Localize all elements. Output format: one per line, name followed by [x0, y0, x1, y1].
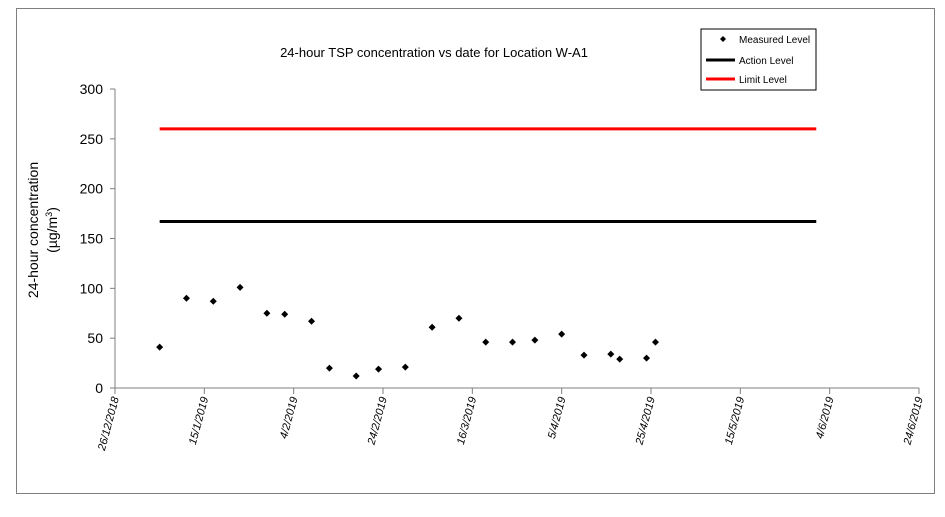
y-tick-label: 250: [80, 131, 104, 147]
data-point: [509, 338, 517, 346]
y-tick-label: 50: [87, 330, 103, 346]
x-tick-label: 25/4/2019: [633, 396, 658, 447]
x-tick-label: 4/2/2019: [278, 396, 301, 440]
level-lines: [159, 127, 817, 224]
x-tick-label: 24/2/2019: [365, 396, 390, 447]
data-point: [325, 364, 333, 372]
x-tick-label: 4/6/2019: [814, 396, 837, 440]
data-point: [651, 338, 659, 346]
data-point: [401, 363, 409, 371]
legend-action-label: Action Level: [739, 56, 793, 67]
legend: Measured Level Action Level Limit Level: [700, 28, 817, 91]
measured-points: [156, 283, 659, 380]
y-ticks: 0 50 100 150 200 250 300: [80, 81, 115, 396]
data-point: [209, 297, 217, 305]
y-tick-label: 0: [95, 380, 103, 396]
chart-title: 24-hour TSP concentration vs date for Lo…: [280, 45, 588, 60]
data-point: [558, 330, 566, 338]
chart-frame: 24-hour TSP concentration vs date for Lo…: [16, 8, 935, 494]
y-axis-label: 24-hour concentration (µg/m3): [25, 162, 60, 298]
data-point: [607, 350, 615, 358]
y-axis-label-unit-suffix: ): [44, 207, 60, 212]
y-tick-label: 150: [80, 231, 104, 247]
x-tick-label: 15/5/2019: [723, 396, 747, 446]
x-tick-label: 26/12/2018: [96, 395, 122, 453]
data-point: [182, 294, 190, 302]
data-point: [263, 309, 271, 317]
axes: [114, 89, 919, 389]
data-point: [352, 372, 360, 380]
y-axis-label-unit-sup: 3: [44, 212, 54, 217]
data-point: [455, 314, 463, 322]
data-point: [531, 336, 539, 344]
data-point: [308, 317, 316, 325]
y-axis-label-line2: (µg/m3): [44, 207, 60, 253]
legend-measured-marker: [720, 36, 726, 42]
chart-svg: 24-hour TSP concentration vs date for Lo…: [25, 28, 926, 453]
y-axis-label-unit-prefix: (µg/m: [44, 217, 60, 253]
x-tick-label: 24/6/2019: [901, 396, 926, 447]
data-point: [616, 355, 624, 363]
legend-measured-label: Measured Level: [739, 35, 810, 46]
data-point: [236, 283, 244, 291]
data-point: [428, 323, 436, 331]
data-point: [482, 338, 490, 346]
y-tick-label: 100: [80, 280, 104, 296]
x-ticks: 26/12/2018 15/1/2019 4/2/2019 24/2/2019 16/3…: [96, 388, 926, 453]
x-tick-label: 5/4/2019: [546, 396, 569, 440]
y-axis-label-line1: 24-hour concentration: [25, 162, 41, 298]
x-tick-label: 15/1/2019: [187, 396, 211, 446]
data-point: [375, 365, 383, 373]
data-point: [156, 343, 164, 351]
y-tick-label: 200: [80, 181, 104, 197]
y-tick-label: 300: [80, 81, 104, 97]
data-point: [281, 310, 289, 318]
data-point: [643, 354, 651, 362]
x-tick-label: 16/3/2019: [455, 396, 479, 446]
data-point: [580, 351, 588, 359]
legend-limit-label: Limit Level: [739, 75, 787, 86]
